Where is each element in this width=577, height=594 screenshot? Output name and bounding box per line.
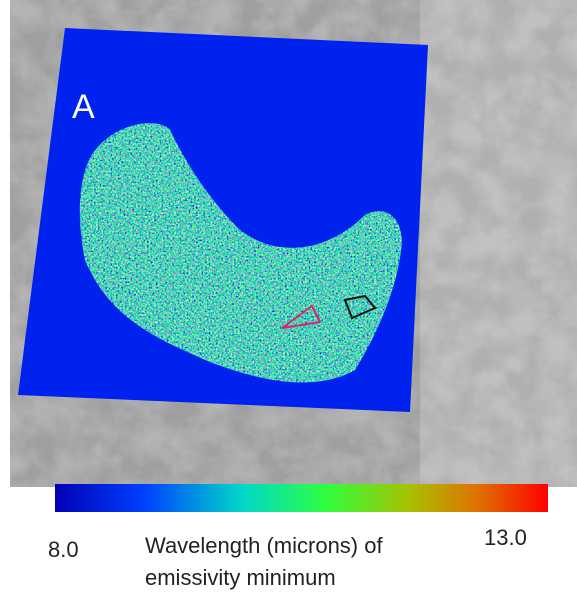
page: {"panel_label": "A", "colorbar": {"min_l… bbox=[0, 0, 577, 593]
panel-label: A bbox=[72, 88, 95, 126]
colorbar bbox=[55, 484, 548, 512]
terrain-overlay bbox=[420, 0, 577, 487]
colorbar-label: Wavelength (microns) of emissivity minim… bbox=[145, 530, 445, 594]
figure: A bbox=[0, 0, 577, 593]
colorbar-min: 8.0 bbox=[48, 534, 79, 566]
colorbar-max: 13.0 bbox=[484, 522, 527, 554]
